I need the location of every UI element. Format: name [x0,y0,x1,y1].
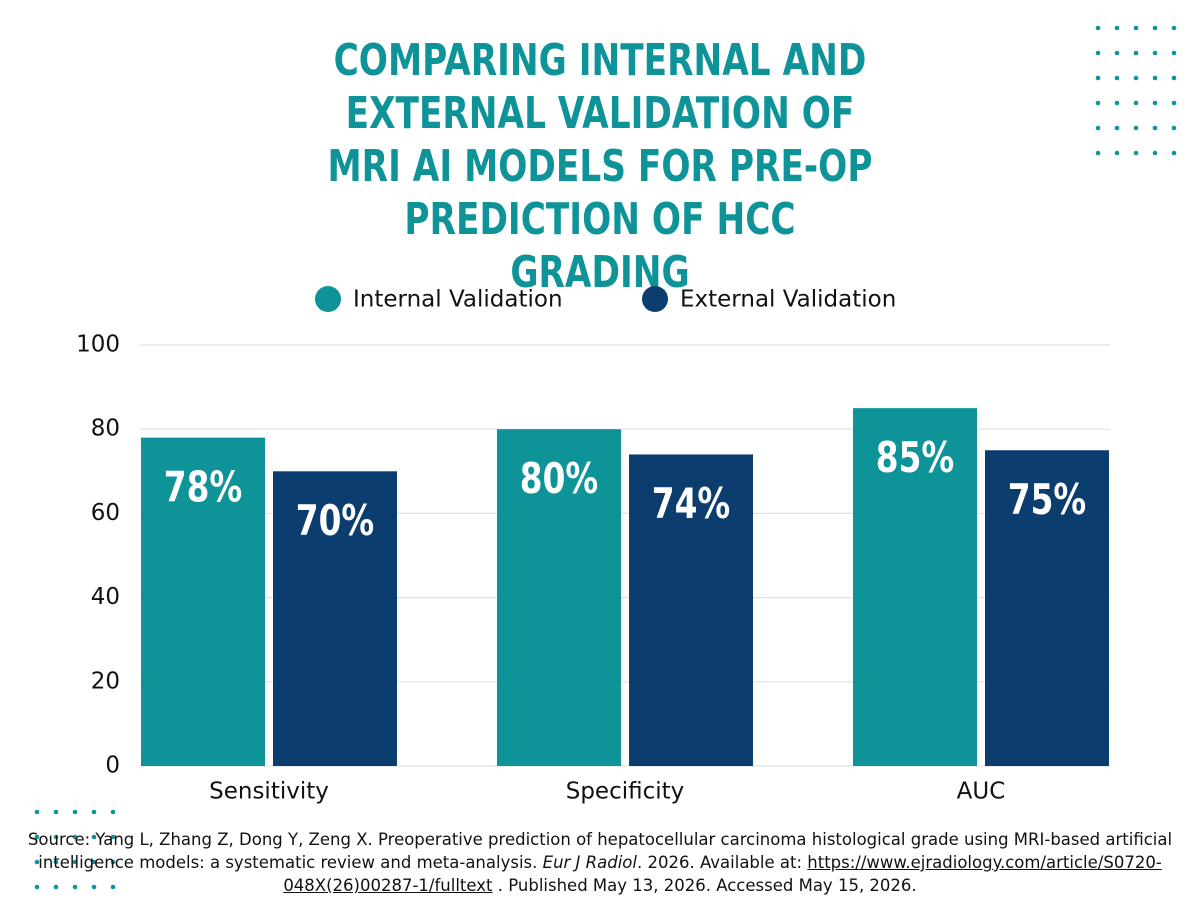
decor-dot [72,809,78,815]
decor-dot [1133,75,1139,81]
decor-dot [1133,50,1139,56]
bar [141,437,265,766]
decor-dot [91,809,97,815]
bar [273,471,397,766]
source-note: Source: Yang L, Zhang Z, Dong Y, Zeng X.… [20,828,1180,897]
decor-dot [53,834,59,840]
legend-label: External Validation [680,287,896,313]
x-tick-label: AUC [957,779,1006,805]
value-label: 78% [164,462,242,511]
chart-title: COMPARING INTERNAL AND EXTERNAL VALIDATI… [327,35,873,298]
source-text: . Published May 13, 2026. Accessed May 1… [497,876,917,895]
decor-dot [1133,150,1139,156]
decor-dot [1152,150,1158,156]
decor-dot [1152,50,1158,56]
decor-dot [91,859,97,865]
decor-dot [1171,50,1177,56]
decor-dot [1171,125,1177,131]
decor-dot [72,859,78,865]
decor-dot [1133,25,1139,31]
value-label: 74% [652,479,730,528]
decor-dot [53,809,59,815]
decor-dot [1152,75,1158,81]
x-tick-label: Sensitivity [209,779,329,805]
decor-dot [1171,150,1177,156]
decor-dot [91,834,97,840]
y-tick-label: 20 [91,668,120,694]
decor-dot [1171,25,1177,31]
decor-dot [53,859,59,865]
decor-dot [1114,25,1120,31]
decor-dot [1095,100,1101,106]
decor-dot [1095,50,1101,56]
decor-dot [72,884,78,890]
source-link[interactable]: https://www.ejradiology.com/article/S072… [283,853,1162,895]
value-label: 85% [876,433,954,482]
decor-dot [34,859,40,865]
decor-dot [110,884,116,890]
legend-swatch [315,286,341,312]
decor-dot [1114,75,1120,81]
decor-dot [1114,50,1120,56]
decor-dot [1095,75,1101,81]
legend-swatch [642,286,668,312]
decor-dot [110,809,116,815]
decor-dot [1095,125,1101,131]
decor-dot [34,809,40,815]
decor-dot [1152,100,1158,106]
decor-dot [34,834,40,840]
decor-dot [1171,75,1177,81]
decor-dot [110,834,116,840]
y-tick-label: 60 [91,500,120,526]
legend-label: Internal Validation [353,287,563,313]
decor-dot [53,884,59,890]
decor-dot [1114,150,1120,156]
x-tick-label: Specificity [566,779,685,805]
decor-dot [72,834,78,840]
decor-dot [1114,100,1120,106]
value-label: 70% [296,496,374,545]
decor-dot [1171,100,1177,106]
decor-dot [91,884,97,890]
y-tick-label: 0 [105,753,120,779]
decor-dot [1152,25,1158,31]
value-label: 80% [520,454,598,503]
y-tick-label: 40 [91,584,120,610]
decor-dot [1114,125,1120,131]
decor-dot [1133,125,1139,131]
y-tick-label: 80 [91,416,120,442]
bar [497,429,621,766]
bar [985,450,1109,766]
decor-dot [1133,100,1139,106]
decor-dot [110,859,116,865]
source-journal: Eur J Radiol [542,853,637,872]
decor-dot [1095,25,1101,31]
source-text: Source: Yang L, Zhang Z, Dong Y, Zeng X.… [27,830,1173,872]
bar [853,408,977,766]
y-tick-label: 100 [76,332,120,358]
decor-dot [1152,125,1158,131]
decor-dot [1095,150,1101,156]
value-label: 75% [1008,475,1086,524]
decor-dot [34,884,40,890]
bar [629,454,753,766]
source-text: . 2026. Available at: [636,853,803,872]
